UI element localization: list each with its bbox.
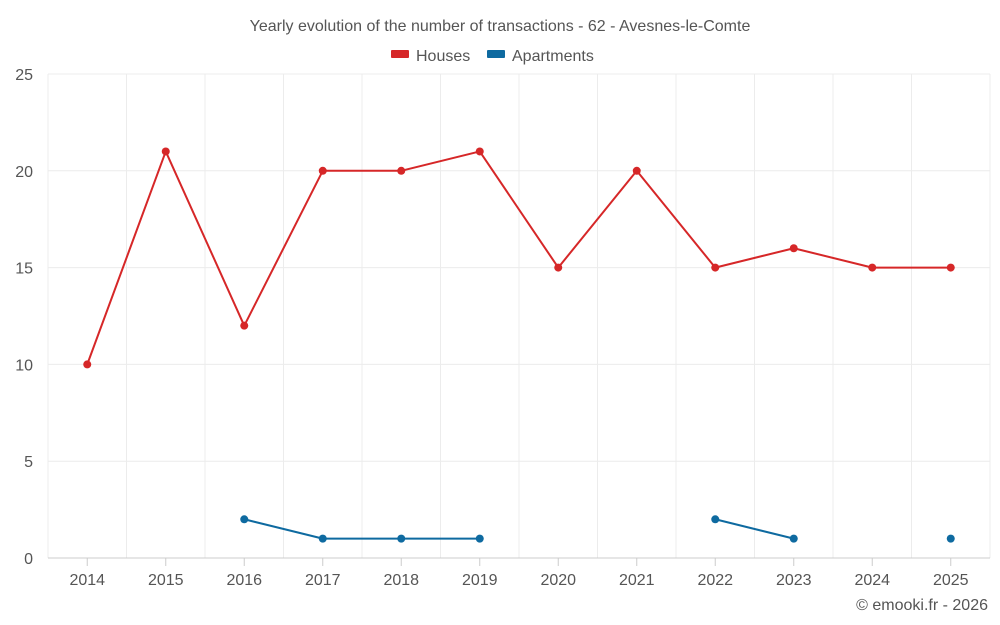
series-line-apartments xyxy=(244,518,480,540)
y-tick-label: 5 xyxy=(24,454,33,471)
x-tick-label: 2015 xyxy=(148,572,184,589)
y-tick-label: 10 xyxy=(15,357,33,374)
data-point-houses[interactable] xyxy=(789,244,798,253)
x-tick-label: 2017 xyxy=(305,572,341,589)
data-point-apartments[interactable] xyxy=(397,534,406,543)
data-point-houses[interactable] xyxy=(240,321,249,330)
y-tick-label: 0 xyxy=(24,551,33,568)
data-point-houses[interactable] xyxy=(554,263,563,272)
x-tick-label: 2018 xyxy=(383,572,419,589)
chart-title: Yearly evolution of the number of transa… xyxy=(250,18,751,35)
data-point-apartments[interactable] xyxy=(475,534,484,543)
legend-label-apartments: Apartments xyxy=(512,48,594,65)
data-point-houses[interactable] xyxy=(868,263,877,272)
x-tick-label: 2020 xyxy=(540,572,576,589)
credit-text: © emooki.fr - 2026 xyxy=(856,597,988,614)
legend-label-houses: Houses xyxy=(416,48,470,65)
data-point-houses[interactable] xyxy=(397,166,406,175)
x-tick-label: 2024 xyxy=(854,572,890,589)
x-tick-label: 2023 xyxy=(776,572,812,589)
data-point-houses[interactable] xyxy=(711,263,720,272)
y-tick-label: 15 xyxy=(15,261,33,278)
legend: Houses Apartments xyxy=(391,48,594,65)
legend-swatch-houses xyxy=(391,50,409,58)
y-tick-label: 25 xyxy=(15,67,33,84)
legend-item-houses[interactable]: Houses xyxy=(391,48,470,65)
legend-swatch-apartments xyxy=(487,50,505,58)
data-point-houses[interactable] xyxy=(318,166,327,175)
x-tick-label: 2022 xyxy=(697,572,733,589)
x-tick-label: 2025 xyxy=(933,572,969,589)
x-tick-label: 2019 xyxy=(462,572,498,589)
data-point-houses[interactable] xyxy=(946,263,955,272)
data-point-houses[interactable] xyxy=(632,166,641,175)
data-point-apartments[interactable] xyxy=(946,534,955,543)
legend-item-apartments[interactable]: Apartments xyxy=(487,48,594,65)
data-point-apartments[interactable] xyxy=(318,534,327,543)
data-point-houses[interactable] xyxy=(83,360,92,369)
x-tick-label: 2014 xyxy=(69,572,105,589)
data-point-apartments[interactable] xyxy=(711,515,720,524)
x-tick-label: 2021 xyxy=(619,572,655,589)
data-point-houses[interactable] xyxy=(161,147,170,156)
series-line-houses xyxy=(86,150,951,365)
series-houses xyxy=(83,147,955,369)
x-tick-label: 2016 xyxy=(226,572,262,589)
data-point-apartments[interactable] xyxy=(789,534,798,543)
series-line-apartments xyxy=(715,518,794,540)
plot-area xyxy=(83,147,955,543)
series-apartments xyxy=(240,515,955,543)
grid xyxy=(47,73,991,558)
data-point-apartments[interactable] xyxy=(240,515,249,524)
data-point-houses[interactable] xyxy=(475,147,484,156)
y-tick-label: 20 xyxy=(15,164,33,181)
